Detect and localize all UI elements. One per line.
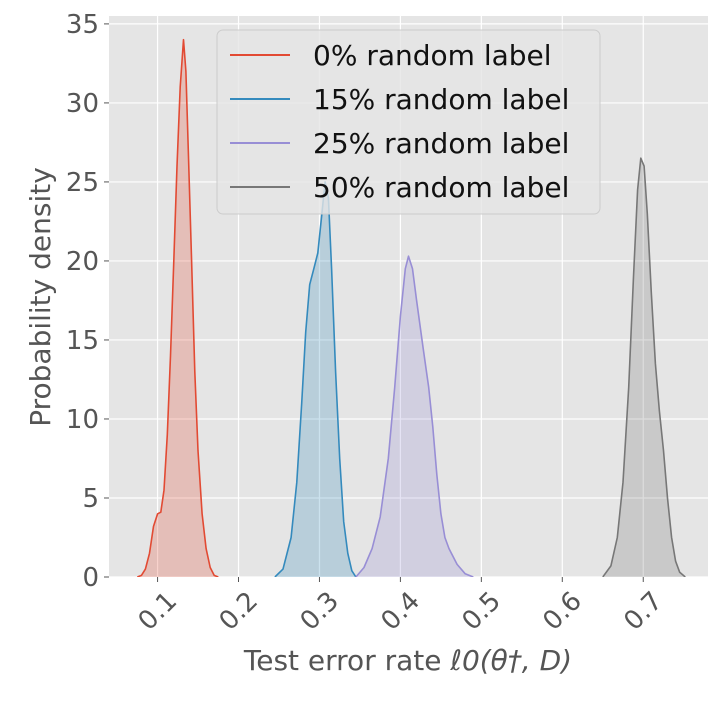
series-line-0 [137,38,219,577]
density-areas [137,38,686,577]
x-axis-label-text: Test error rate [243,644,451,677]
series-area-1 [274,181,356,577]
y-tick-label-5: 25 [66,168,99,198]
y-tick-label-6: 30 [66,89,99,119]
legend-label-1: 15% random label [313,83,569,116]
x-axis-label-math: ℓ0(θ†, D) [449,644,572,677]
x-tick-label-1: 0.2 [214,586,264,636]
y-tick-label-0: 0 [82,563,99,593]
y-tick-label-3: 15 [66,326,99,356]
y-tick-label-7: 35 [66,10,99,40]
series-line-3 [602,157,686,577]
x-tick-label-2: 0.3 [295,586,345,636]
x-tick-label-6: 0.7 [618,586,668,636]
legend-frame [216,29,601,215]
y-tick-label-1: 5 [82,484,99,514]
series-line-2 [355,255,474,577]
x-axis-ticks: 0.1 0.2 0.3 0.4 0.5 0.6 0.7 [133,577,669,637]
y-tick-label-2: 10 [66,405,99,435]
legend: 0% random label 15% random label 25% rando… [216,29,601,215]
series-area-0 [137,39,219,577]
x-tick-label-5: 0.6 [537,586,587,636]
legend-label-0: 0% random label [313,39,552,72]
series-area-2 [355,256,474,577]
x-tick-label-4: 0.5 [456,586,506,636]
x-axis-label: Test error rate ℓ0(θ†, D) [243,644,572,677]
y-axis-ticks: 0 5 10 15 20 25 30 35 [66,10,109,593]
legend-label-3: 50% random label [313,171,569,204]
y-axis-label: Probability density [24,167,57,427]
y-tick-label-4: 20 [66,247,99,277]
legend-label-2: 25% random label [313,127,569,160]
x-tick-label-3: 0.4 [376,586,426,636]
x-tick-label-0: 0.1 [133,586,183,636]
